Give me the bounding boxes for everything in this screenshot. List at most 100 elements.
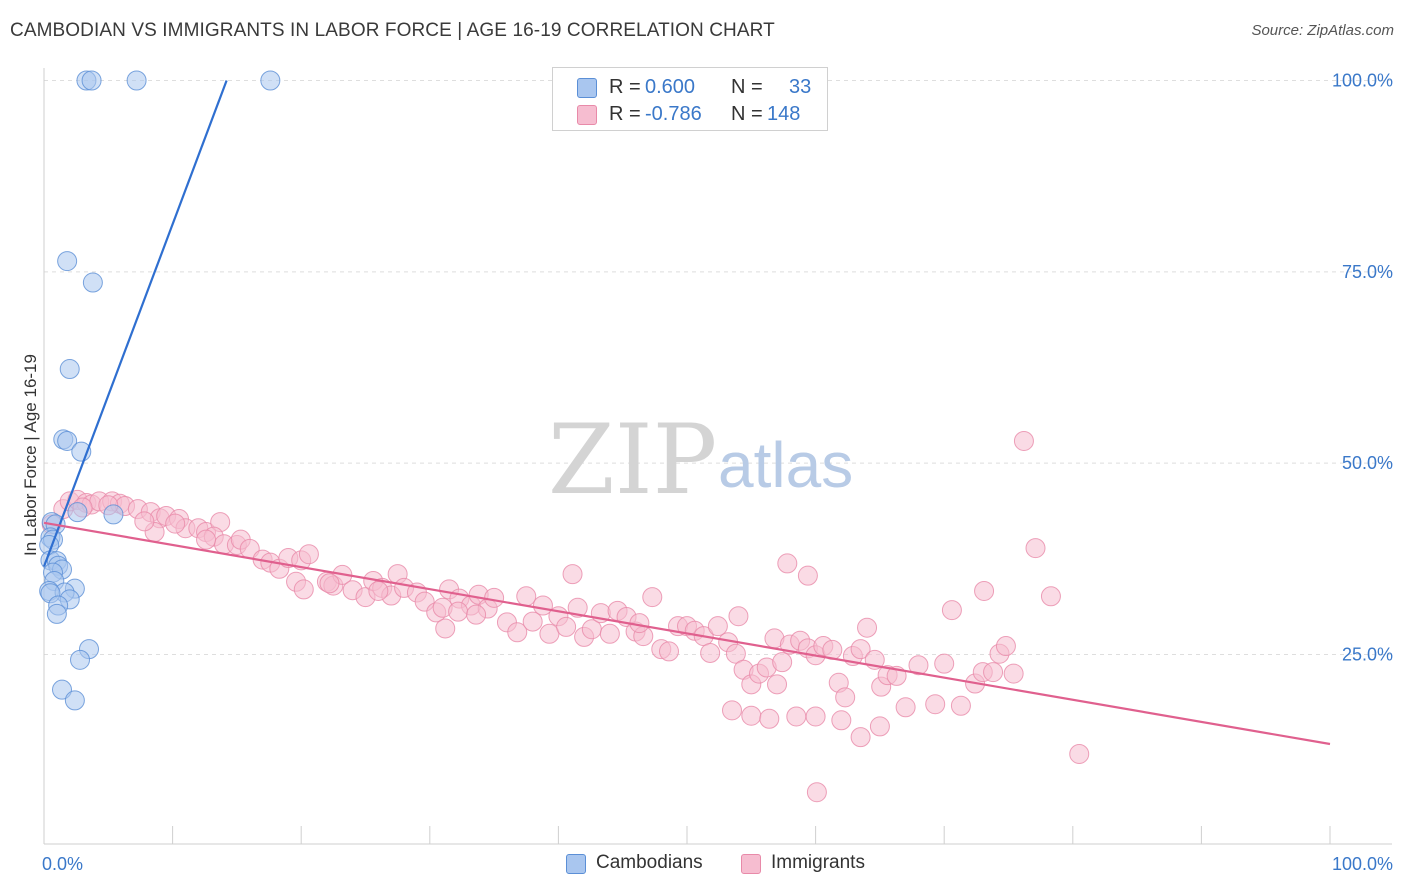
- immigrant-point: [805, 706, 826, 727]
- immigrant-point: [368, 580, 389, 601]
- immigrant-point: [869, 716, 890, 737]
- series-legend: Cambodians Immigrants: [0, 852, 1406, 878]
- y-axis-label: In Labor Force | Age 16-19: [21, 354, 40, 556]
- r-value: 0.600: [645, 76, 696, 98]
- cambodians-swatch: [566, 854, 586, 874]
- legend-label: Immigrants: [771, 852, 865, 873]
- trendlines: [42, 80, 1331, 746]
- immigrant-point: [658, 641, 679, 662]
- immigrant-point: [925, 694, 946, 715]
- cambodian-point: [67, 502, 88, 523]
- immigrant-point: [1040, 586, 1061, 607]
- cambodians-swatch: [577, 78, 597, 98]
- immigrant-point: [539, 623, 560, 644]
- immigrant-point: [786, 706, 807, 727]
- immigrant-point: [850, 727, 871, 748]
- immigrant-point: [772, 652, 793, 673]
- x-tick-label: 100.0%: [1332, 854, 1393, 874]
- cambodian-point: [57, 251, 78, 272]
- cambodian-point: [82, 272, 103, 293]
- cambodian-point: [81, 70, 102, 91]
- immigrant-point: [983, 662, 1004, 683]
- cambodian-point: [59, 359, 80, 380]
- cambodian-point: [52, 679, 73, 700]
- x-tick-labels: 0.0% 100.0%: [42, 854, 1393, 874]
- immigrant-point: [759, 708, 780, 729]
- y-tick-labels: 25.0% 50.0% 75.0% 100.0%: [1332, 71, 1393, 665]
- immigrant-point: [484, 587, 505, 608]
- n-value: 148: [767, 103, 801, 125]
- immigrant-point: [507, 622, 528, 643]
- immigrant-point: [448, 601, 469, 622]
- immigrant-point: [728, 606, 749, 627]
- immigrant-point: [797, 565, 818, 586]
- source-label: Source: ZipAtlas.com: [1251, 22, 1394, 39]
- immigrant-point: [806, 782, 827, 803]
- immigrant-point: [134, 511, 155, 532]
- cambodian-point: [103, 504, 124, 525]
- n-label: N =: [731, 76, 763, 98]
- immigrant-point: [435, 618, 456, 639]
- immigrant-point: [722, 700, 743, 721]
- immigrant-point: [522, 611, 543, 632]
- immigrant-point: [562, 564, 583, 585]
- gridlines: [44, 80, 1392, 655]
- immigrant-point: [995, 636, 1016, 657]
- immigrant-point: [908, 655, 929, 676]
- immigrant-point: [196, 529, 217, 550]
- immigrant-point: [741, 705, 762, 726]
- immigrant-point: [950, 695, 971, 716]
- immigrant-point: [1003, 663, 1024, 684]
- cambodian-point: [260, 70, 281, 91]
- immigrant-point: [974, 580, 995, 601]
- legend-row-immigrants: R = -0.786 N = 148: [553, 101, 827, 129]
- immigrant-point: [835, 687, 856, 708]
- immigrant-point: [941, 600, 962, 621]
- cambodian-point: [70, 649, 91, 670]
- correlation-legend: R = 0.600 N = 33 R = -0.786 N = 148: [552, 67, 828, 131]
- immigrants-swatch: [741, 854, 761, 874]
- n-value: 33: [789, 76, 812, 98]
- immigrant-point: [1013, 430, 1034, 451]
- immigrant-point: [293, 579, 314, 600]
- cambodian-point: [64, 690, 85, 711]
- immigrant-point: [1025, 538, 1046, 559]
- y-tick-label: 25.0%: [1342, 644, 1393, 664]
- immigrant-point: [707, 616, 728, 637]
- cambodian-point: [46, 603, 67, 624]
- cambodian-point: [57, 430, 78, 451]
- immigrant-point: [165, 513, 186, 534]
- cambodians-points: [39, 70, 281, 711]
- chart-title: CAMBODIAN VS IMMIGRANTS IN LABOR FORCE |…: [10, 20, 775, 41]
- y-tick-label: 75.0%: [1342, 262, 1393, 282]
- immigrant-point: [767, 674, 788, 695]
- immigrant-point: [466, 604, 487, 625]
- immigrant-point: [777, 553, 798, 574]
- immigrant-point: [934, 653, 955, 674]
- r-value: -0.786: [645, 103, 702, 125]
- n-label: N =: [731, 103, 763, 125]
- immigrant-point: [700, 642, 721, 663]
- immigrant-point: [567, 597, 588, 618]
- immigrant-point: [298, 544, 319, 565]
- legend-label: Cambodians: [596, 852, 703, 873]
- immigrant-point: [850, 639, 871, 660]
- x-tick-label: 0.0%: [42, 854, 83, 874]
- immigrant-point: [556, 616, 577, 637]
- r-label: R =: [609, 103, 641, 125]
- cambodians-trendline: [42, 80, 228, 567]
- immigrants-points: [41, 430, 1090, 803]
- cambodian-point: [126, 70, 147, 91]
- immigrant-point: [599, 623, 620, 644]
- immigrant-point: [831, 710, 852, 731]
- watermark-atlas: atlas: [718, 429, 853, 501]
- immigrants-swatch: [577, 105, 597, 125]
- immigrant-point: [857, 617, 878, 638]
- immigrant-point: [725, 643, 746, 664]
- immigrant-point: [895, 697, 916, 718]
- immigrants-trendline: [43, 521, 1331, 746]
- watermark-zip: ZIP: [548, 404, 717, 516]
- y-tick-label: 50.0%: [1342, 453, 1393, 473]
- immigrant-point: [1069, 743, 1090, 764]
